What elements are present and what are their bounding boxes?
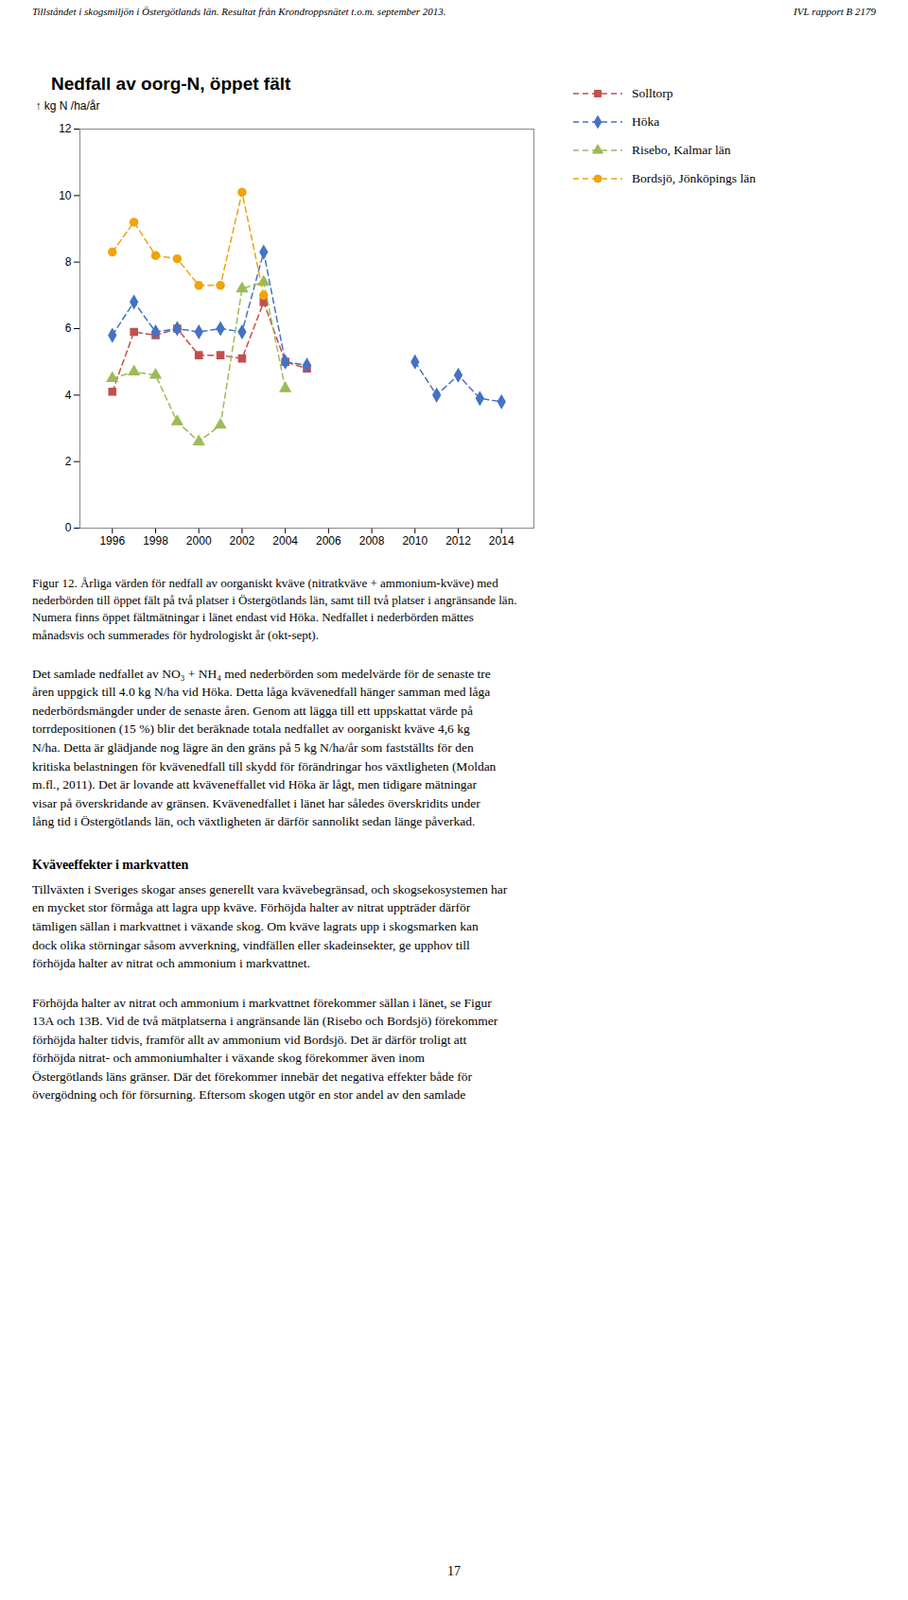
svg-text:8: 8 xyxy=(65,255,72,269)
svg-text:1998: 1998 xyxy=(142,534,169,548)
html-text:17: 17 xyxy=(447,1564,461,1579)
html-text:Det samlade nedfallet av NO₃ +: Det samlade nedfallet av NO₃ + NH₄ med n… xyxy=(32,666,496,829)
svg-text:0: 0 xyxy=(65,521,72,535)
svg-text:1996: 1996 xyxy=(99,534,125,548)
svg-text:6: 6 xyxy=(65,321,72,335)
html-text:IVL rapport B 2179: IVL rapport B 2179 xyxy=(793,5,876,18)
html-text:Förhöjda halter av nitrat och: Förhöjda halter av nitrat och ammonium i… xyxy=(32,995,498,1103)
html-text:Tillväxten i Sveriges skogar a: Tillväxten i Sveriges skogar anses gener… xyxy=(32,882,508,971)
svg-text:2000: 2000 xyxy=(186,534,212,548)
svg-text:2002: 2002 xyxy=(229,534,256,548)
html-text:Höka: Höka xyxy=(631,114,660,129)
svg-text:2014: 2014 xyxy=(488,534,515,548)
html-text:Nedfall av oorg-N, öppet fält: Nedfall av oorg-N, öppet fält xyxy=(51,73,291,94)
html-text:Bordsjö, Jönköpings län: Bordsjö, Jönköpings län xyxy=(631,171,756,186)
html-text:Risebo, Kalmar län: Risebo, Kalmar län xyxy=(631,142,731,158)
svg-text:2010: 2010 xyxy=(401,534,428,548)
svg-text:4: 4 xyxy=(65,388,72,402)
svg-text:10: 10 xyxy=(58,189,72,203)
html-text:Kväveeffekter i markvatten: Kväveeffekter i markvatten xyxy=(32,857,189,872)
html-text:Figur 12. Årliga värden för ne: Figur 12. Årliga värden för nedfall av o… xyxy=(32,576,517,642)
svg-text:2008: 2008 xyxy=(359,534,385,548)
svg-text:2: 2 xyxy=(65,454,72,469)
svg-text:2006: 2006 xyxy=(315,534,342,548)
svg-text:2012: 2012 xyxy=(445,534,472,548)
svg-text:↑ kg N /ha/år: ↑ kg N /ha/år xyxy=(35,99,101,113)
html-text:Tillståndet i skogsmiljön i Ös: Tillståndet i skogsmiljön i Östergötland… xyxy=(32,5,447,18)
html-text:Solltorp: Solltorp xyxy=(631,86,673,101)
svg-text:12: 12 xyxy=(58,122,72,136)
svg-text:2004: 2004 xyxy=(272,534,298,548)
